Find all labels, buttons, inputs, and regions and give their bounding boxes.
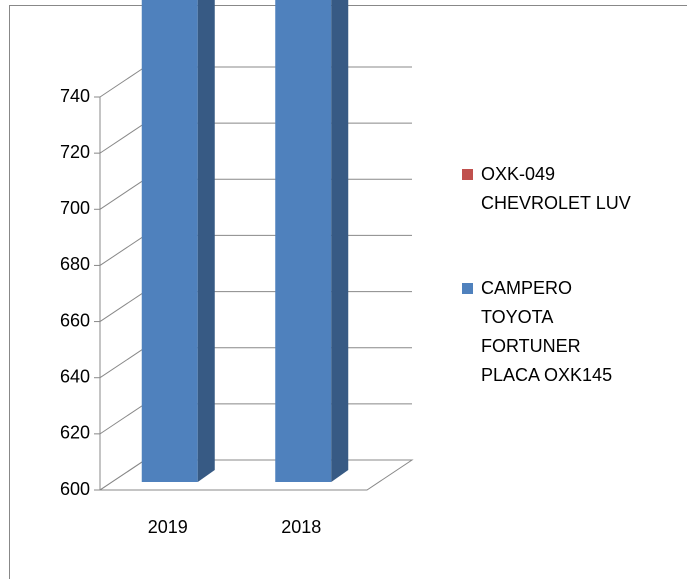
legend-item: CAMPERO TOYOTA FORTUNER PLACA OXK145 (462, 274, 632, 390)
y-tick-label: 640 (60, 366, 90, 386)
legend-swatch (462, 283, 473, 294)
y-tick-label: 680 (60, 254, 90, 274)
chart-border (9, 5, 687, 579)
grid-line (99, 235, 146, 266)
x-tick-label: 2018 (281, 517, 321, 537)
bar-side (331, 0, 349, 482)
grid-line (99, 403, 146, 435)
grid-line (99, 459, 146, 491)
y-tick-label: 620 (60, 423, 90, 443)
bar-side (197, 0, 215, 482)
grid-line (99, 66, 146, 98)
y-tick-label: 700 (60, 198, 90, 218)
y-tick-label: 720 (60, 142, 90, 162)
y-tick-label: 660 (60, 310, 90, 330)
legend-swatch (462, 169, 473, 180)
legend-label: OXK-049 CHEVROLET LUV (481, 164, 631, 213)
grid-line (99, 291, 146, 322)
legend-item: OXK-049 CHEVROLET LUV (462, 160, 632, 218)
x-tick-label: 2019 (148, 517, 188, 537)
legend-label: CAMPERO TOYOTA FORTUNER PLACA OXK145 (481, 278, 613, 385)
grid-line (99, 347, 146, 379)
y-tick-label: 600 (60, 479, 90, 499)
grid-line (99, 178, 146, 210)
bar-segment (141, 0, 198, 482)
y-tick-label: 740 (60, 86, 90, 106)
grid-line (99, 122, 146, 154)
legend: OXK-049 CHEVROLET LUV CAMPERO TOYOTA FORT… (462, 160, 632, 446)
bar-segment (275, 0, 332, 482)
